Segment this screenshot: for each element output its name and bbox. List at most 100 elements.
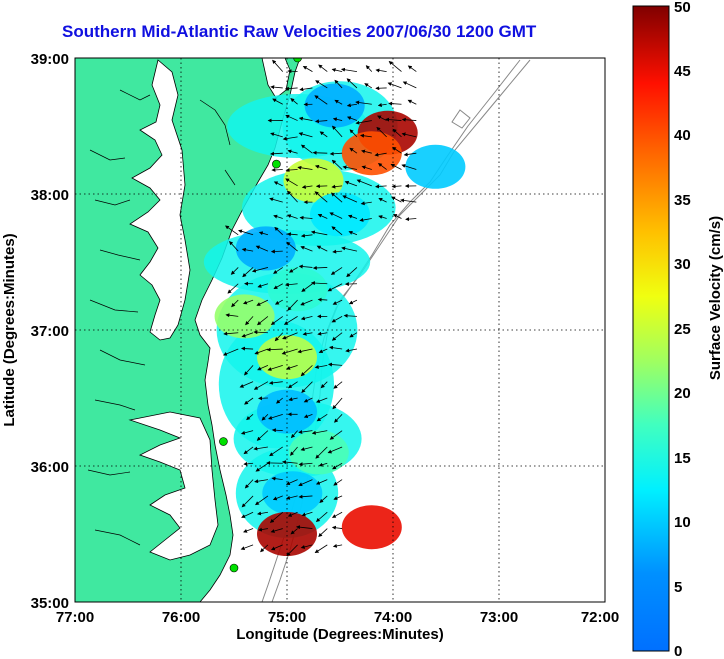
velocity-arrow [274, 299, 283, 305]
velocity-arrow [346, 116, 358, 121]
velocity-arrow [364, 83, 373, 89]
radar-station-marker [293, 58, 302, 63]
velocity-arrow [270, 151, 283, 156]
velocity-arrow [331, 125, 343, 138]
colorbar-tick-label: 0 [674, 643, 682, 659]
velocity-arrow [229, 241, 239, 252]
velocity-arrow [257, 511, 268, 516]
velocity-arrow [240, 544, 254, 551]
velocity-patch [341, 505, 402, 550]
velocity-arrow [348, 230, 358, 236]
velocity-arrow [300, 299, 313, 306]
velocity-arrow [285, 168, 298, 173]
velocity-arrow [282, 136, 298, 141]
velocity-arrow [257, 364, 269, 371]
velocity-arrow [407, 65, 417, 72]
velocity-arrow [302, 65, 313, 72]
velocity-arrow [271, 428, 283, 433]
colorbar-tick-label: 25 [674, 321, 691, 338]
velocity-arrow [227, 283, 239, 294]
velocity-arrow [327, 446, 343, 454]
velocity-arrow [314, 544, 328, 554]
y-tick-label: 38:00 [31, 187, 69, 204]
y-tick-label: 36:00 [31, 459, 69, 476]
velocity-arrow [329, 212, 343, 219]
velocity-arrow [347, 214, 358, 219]
velocity-arrow [310, 230, 328, 236]
x-tick-label: 76:00 [162, 609, 200, 626]
velocity-arrow [318, 64, 328, 72]
velocity-arrow [331, 511, 343, 518]
velocity-patch [235, 226, 296, 271]
velocity-arrow [401, 117, 417, 122]
velocity-arrow [269, 197, 283, 203]
velocity-arrow [254, 348, 269, 355]
velocity-arrow [286, 214, 298, 219]
colorbar-ticks: 0 5 10 15 20 25 30 35 40 45 50 [674, 0, 691, 659]
velocity-arrow [245, 316, 254, 326]
velocity-arrow [332, 299, 343, 305]
velocity-arrow [243, 446, 254, 455]
velocity-arrow [374, 152, 387, 157]
velocity-arrow [392, 128, 402, 138]
sounds [128, 411, 219, 561]
radar-station-marker [219, 437, 228, 446]
velocity-arrow [355, 100, 372, 105]
velocity-arrow [329, 430, 343, 440]
velocity-arrow [319, 131, 328, 138]
velocity-arrow [271, 167, 283, 172]
velocity-arrow [301, 184, 313, 189]
velocity-arrow [283, 316, 298, 325]
velocity-arrow [319, 495, 328, 503]
velocity-arrow [349, 332, 358, 338]
velocity-arrow [318, 348, 328, 354]
velocity-arrow [345, 348, 358, 353]
velocity-arrow [297, 348, 313, 354]
velocity-arrow [348, 299, 358, 305]
velocity-arrow [281, 348, 298, 355]
velocity-arrow [301, 381, 313, 393]
velocity-arrow [377, 163, 387, 170]
velocity-arrow [285, 495, 298, 500]
velocity-arrow [332, 397, 343, 410]
velocity-arrow [317, 297, 328, 302]
velocity-arrow [315, 479, 328, 485]
velocity-arrow [244, 365, 254, 376]
velocity-arrow [297, 165, 313, 170]
velocity-arrow [355, 120, 372, 125]
velocity-arrow [286, 190, 298, 203]
velocity-arrow [343, 313, 357, 318]
colorbar-tick-label: 20 [674, 385, 691, 402]
velocity-arrow [327, 362, 343, 367]
velocity-arrow [266, 347, 283, 352]
velocity-arrow [329, 151, 343, 156]
velocity-arrow [288, 397, 298, 402]
velocity-arrow [390, 163, 402, 170]
velocity-arrow [361, 149, 372, 154]
x-axis-label: Longitude (Degrees:Minutes) [236, 626, 444, 643]
coastline-detail [87, 89, 236, 546]
velocity-arrow [302, 331, 313, 336]
velocity-arrow [314, 164, 328, 170]
hf-radar-stations [219, 58, 302, 573]
velocity-arrow [267, 364, 283, 371]
velocity-arrow [287, 299, 298, 311]
velocity-arrow [271, 476, 283, 481]
velocity-arrow [401, 164, 417, 170]
x-tick-label: 75:00 [268, 609, 306, 626]
velocity-arrow [360, 201, 372, 206]
velocity-arrow [341, 246, 358, 252]
velocity-arrow [342, 165, 358, 170]
velocity-arrow [331, 332, 343, 341]
velocity-arrow [365, 65, 373, 72]
velocity-arrow [255, 245, 269, 252]
velocity-arrow [287, 149, 298, 154]
velocity-arrow [332, 117, 343, 122]
velocity-arrow [298, 264, 313, 269]
velocity-arrow [298, 462, 313, 467]
velocity-arrow [256, 299, 269, 306]
velocity-arrow [298, 479, 313, 487]
radar-station-marker [272, 159, 281, 169]
velocity-arrow [241, 495, 254, 508]
velocity-arrow [300, 233, 313, 238]
